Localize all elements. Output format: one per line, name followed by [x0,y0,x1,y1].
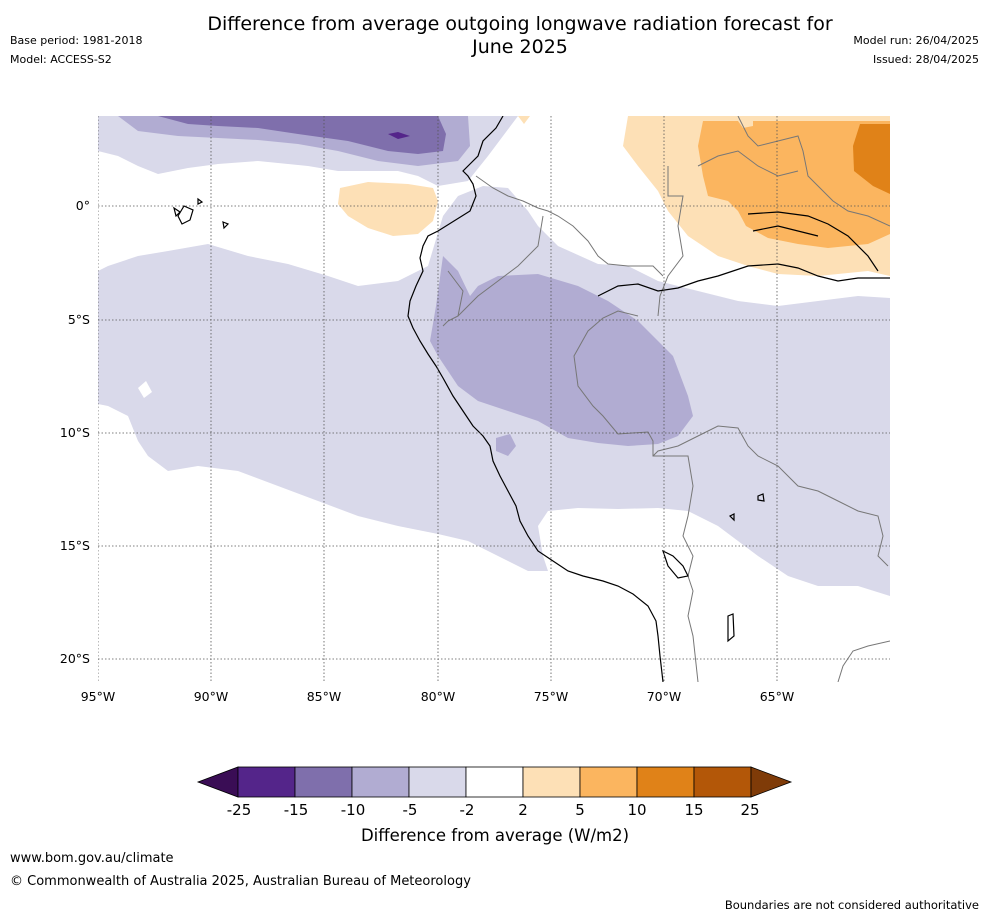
lat-tick-20s: 20°S [59,651,90,666]
graticule [98,116,890,682]
colorbar-bin [351,766,410,798]
anomaly-region-medium-purple-small [496,434,516,456]
metadata-right: Model run: 26/04/2025 Issued: 28/04/2025 [853,31,979,69]
colorbar-extend-high [750,766,793,798]
colorbar-bin [408,766,467,798]
model-run: Model run: 26/04/2025 [853,34,979,47]
colorbar-bin [465,766,524,798]
colorbar-tick: -25 [226,801,252,819]
colorbar-tick: 5 [575,801,585,819]
colorbar-tick: 25 [740,801,760,819]
country-borders [442,116,890,682]
colorbar-tick: -10 [340,801,366,819]
colorbar [196,766,793,798]
colorbar-tick: -5 [402,801,418,819]
colorbar-tick: -2 [459,801,475,819]
anomaly-region-medium-purple-center [430,256,693,446]
anomaly-region-dark-purple [158,116,446,154]
lon-tick-70w: 70°W [646,689,682,704]
lon-tick-85w: 85°W [306,689,342,704]
base-period: Base period: 1981-2018 [10,34,143,47]
footer-url: www.bom.gov.au/climate [10,851,174,866]
colorbar-label: Difference from average (W/m2) [360,826,630,845]
coastlines [173,116,890,682]
anomaly-region-light-orange-tip [518,116,530,124]
anomaly-region-orange [698,121,890,248]
lat-tick-0: 0° [75,198,90,213]
colorbar-bin [522,766,581,798]
disclaimer: Boundaries are not considered authoritat… [724,898,979,912]
anomaly-region-dark-orange [853,124,890,194]
model-name: Model: ACCESS-S2 [10,53,112,66]
colorbar-bin [294,766,353,798]
lat-tick-5s: 5°S [67,312,90,327]
metadata-left: Base period: 1981-2018 Model: ACCESS-S2 [10,31,142,69]
colorbar-extend-low [196,766,239,798]
footer-copyright: © Commonwealth of Australia 2025, Austra… [10,874,471,889]
lon-tick-65w: 65°W [759,689,795,704]
colorbar-bin [579,766,638,798]
anomaly-hole [138,381,152,398]
lon-tick-90w: 90°W [193,689,229,704]
map-title: Difference from average outgoing longwav… [170,13,870,59]
anomaly-hole-orange [738,119,753,128]
title-line-2: June 2025 [472,36,568,58]
lon-tick-95w: 95°W [80,689,116,704]
lon-tick-75w: 75°W [533,689,569,704]
issued-date: Issued: 28/04/2025 [872,53,979,66]
colorbar-bin [693,766,752,798]
colorbar-bin [237,766,296,798]
lat-tick-15s: 15°S [59,538,90,553]
lon-tick-80w: 80°W [420,689,456,704]
title-line-1: Difference from average outgoing longwav… [207,13,833,35]
map-canvas [98,116,890,682]
colorbar-bin [636,766,695,798]
colorbar-tick: -15 [283,801,309,819]
anomaly-region-deep-purple [388,132,410,139]
colorbar-tick: 2 [518,801,528,819]
anomaly-region-light-orange-left [338,182,438,236]
colorbar-tick: 15 [684,801,704,819]
colorbar-tick: 10 [627,801,647,819]
lat-tick-10s: 10°S [59,425,90,440]
